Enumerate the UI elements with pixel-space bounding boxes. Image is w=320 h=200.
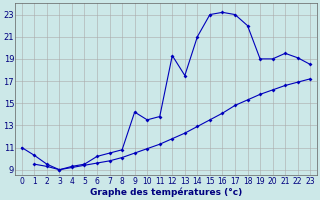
X-axis label: Graphe des températures (°c): Graphe des températures (°c): [90, 187, 242, 197]
